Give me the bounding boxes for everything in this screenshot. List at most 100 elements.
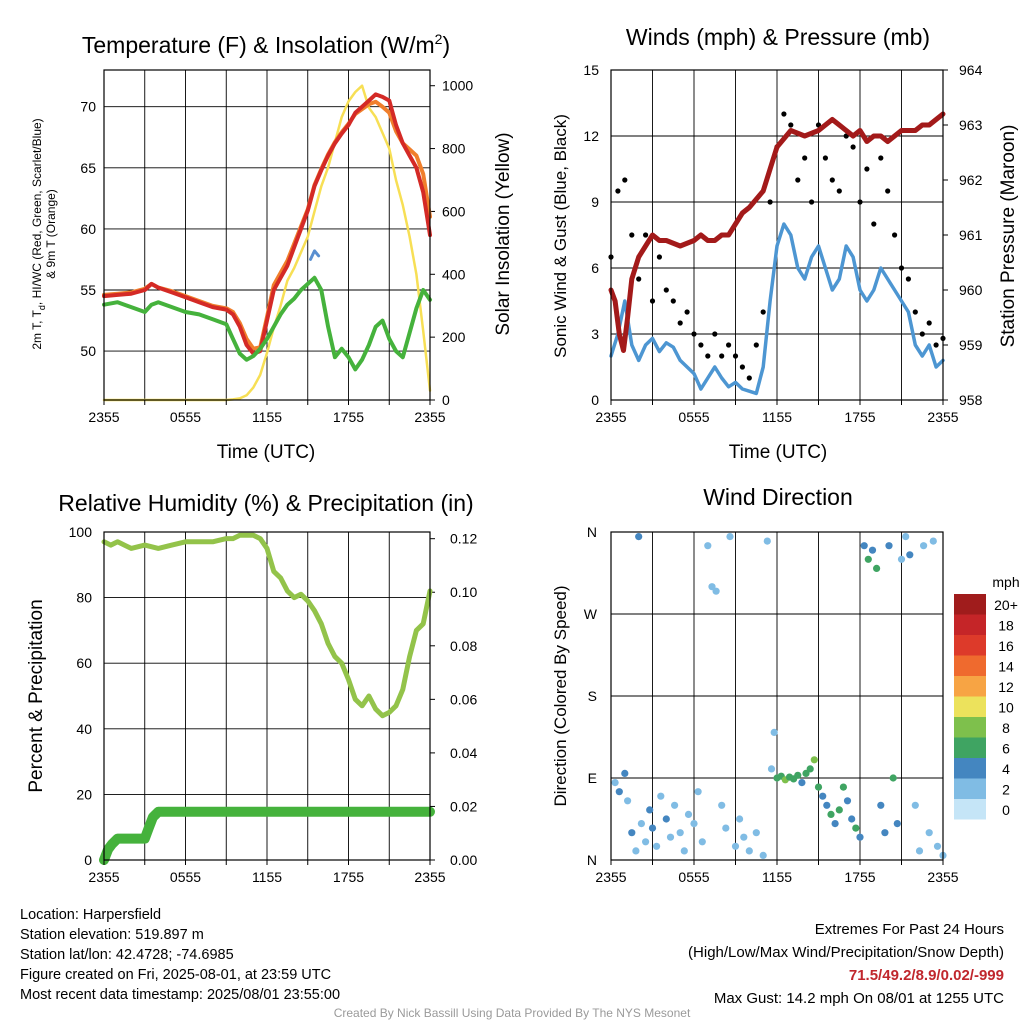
pressure-ytick-label: 963 <box>959 117 983 133</box>
direction-point <box>889 774 897 782</box>
direction-point <box>653 842 661 850</box>
extremes-subtitle: (High/Low/Max Wind/Precipitation/Snow De… <box>688 944 1004 961</box>
colorbar-label: 18 <box>998 618 1014 634</box>
temperature-xtick-label: 2355 <box>88 409 119 425</box>
colorbar-label: 12 <box>998 679 1014 695</box>
colorbar-swatch <box>954 676 986 697</box>
direction-point <box>860 542 868 550</box>
direction-point <box>726 533 734 541</box>
winds-title: Winds (mph) & Pressure (mb) <box>626 24 930 50</box>
colorbar-swatch <box>954 655 986 676</box>
station-latlon: Station lat/lon: 42.4728; -74.6985 <box>20 947 234 963</box>
solar-ytick-label: 800 <box>442 141 466 157</box>
colorbar-swatch <box>954 778 986 799</box>
humidity-ylabel: Percent & Precipitation <box>26 599 47 792</box>
gust-point <box>788 122 794 128</box>
direction-point <box>666 833 675 841</box>
pressure-ytick-label: 959 <box>959 337 983 353</box>
direction-point <box>920 542 928 550</box>
direction-point <box>736 815 744 823</box>
humidity-title: Relative Humidity (%) & Precipitation (i… <box>58 490 473 516</box>
winds-ytick-label: 9 <box>591 194 599 210</box>
gust-point <box>698 342 704 348</box>
direction-point <box>933 842 942 850</box>
gust-point <box>684 309 690 315</box>
direction-ytick-label: S <box>588 688 597 704</box>
direction-point <box>698 838 706 846</box>
gust-point <box>878 155 884 161</box>
gust-point <box>850 144 856 150</box>
direction-xtick-label: 2355 <box>595 869 626 885</box>
direction-point <box>925 829 933 837</box>
colorbar-swatch <box>954 614 986 635</box>
direction-panel: Wind Direction Direction (Colored By Spe… <box>551 484 1020 885</box>
gust-point <box>753 342 759 348</box>
direction-point <box>911 801 919 809</box>
gust-point <box>912 309 918 315</box>
humidity-xtick-label: 0555 <box>170 869 201 885</box>
temperature-ytick-label: 60 <box>80 221 96 237</box>
direction-point <box>864 555 872 563</box>
direction-xtick-label: 1755 <box>844 869 875 885</box>
gust-point <box>905 276 912 282</box>
station-info: Location: Harpersfield Station elevation… <box>20 905 340 1005</box>
direction-point <box>676 829 684 837</box>
winds-ytick-label: 6 <box>591 260 599 276</box>
direction-point <box>680 847 688 855</box>
direction-point <box>814 783 823 791</box>
winds-xtick-label: 1155 <box>762 409 792 425</box>
winds-xtick-label: 2355 <box>595 409 626 425</box>
gust-point <box>809 199 815 205</box>
humidity-ytick-label: 0 <box>84 852 92 868</box>
colorbar-swatch <box>954 717 986 738</box>
gust-point <box>705 353 711 359</box>
temperature-xlabel: Time (UTC) <box>217 442 316 463</box>
gust-point <box>781 111 787 117</box>
gust-point <box>656 254 663 260</box>
direction-point <box>885 542 893 550</box>
direction-point <box>712 587 720 595</box>
colorbar-label: 2 <box>1002 782 1010 798</box>
sustained-wind-series <box>609 222 945 396</box>
gust-point <box>622 177 628 183</box>
winds-xtick-label: 1755 <box>844 409 875 425</box>
temperature-ylabel-line2: & 9m T (Orange) <box>44 189 58 279</box>
winds-ytick-label: 15 <box>583 62 599 78</box>
direction-point <box>843 797 852 805</box>
gust-point <box>802 155 808 161</box>
direction-point <box>624 797 632 805</box>
humidity-xtick-label: 2355 <box>88 869 119 885</box>
extremes-title: Extremes For Past 24 Hours <box>814 921 1004 938</box>
solar-ylabel: Solar Insolation (Yellow) <box>493 132 514 335</box>
max-gust: Max Gust: 14.2 mph On 08/01 at 1255 UTC <box>713 990 1004 1007</box>
direction-title: Wind Direction <box>703 484 853 510</box>
gust-point <box>836 188 842 194</box>
direction-point <box>657 792 665 800</box>
direction-point <box>684 810 693 819</box>
colorbar-swatch <box>954 696 986 717</box>
direction-point <box>802 769 810 778</box>
colorbar-swatch <box>954 737 986 758</box>
colorbar-swatch <box>954 635 986 656</box>
direction-point <box>615 788 623 796</box>
temperature-xtick-label: 0555 <box>170 409 201 425</box>
recent-timestamp: Most recent data timestamp: 2025/08/01 2… <box>20 987 341 1003</box>
dewpoint-series <box>102 275 432 372</box>
direction-point <box>621 769 629 778</box>
direction-ylabel: Direction (Colored By Speed) <box>551 585 570 806</box>
direction-point <box>740 833 748 841</box>
precip-ytick-label: 0.10 <box>450 584 477 600</box>
extremes-box: Extremes For Past 24 Hours (High/Low/Max… <box>688 918 1004 1010</box>
direction-point <box>731 842 740 850</box>
gust-point <box>857 199 863 205</box>
direction-point <box>810 756 818 764</box>
gust-point <box>615 188 621 194</box>
solar-series <box>102 84 432 402</box>
footer-credit: Created By Nick Bassill Using Data Provi… <box>333 1006 691 1020</box>
heat-index-series <box>309 249 321 261</box>
figure-created: Figure created on Fri, 2025-08-01, at 23… <box>20 967 332 983</box>
direction-point <box>848 815 856 823</box>
winds-xtick-label: 0555 <box>678 409 709 425</box>
colorbar-label: 0 <box>1002 802 1010 818</box>
direction-point <box>635 533 643 541</box>
